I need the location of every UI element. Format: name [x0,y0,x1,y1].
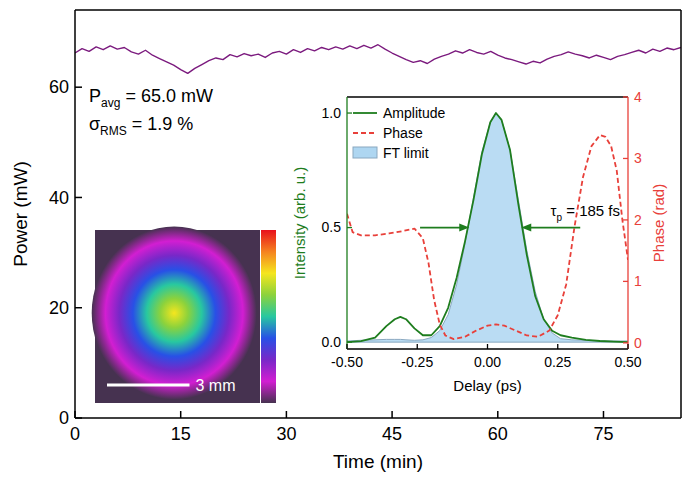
legend-line [353,112,377,114]
y-axis [346,97,347,349]
y2-tick [623,342,628,343]
annotation-text: = 1.9 % [127,114,194,134]
y-tick-label: 0.0 [322,334,342,350]
legend-label: Amplitude [383,105,445,121]
fwhm-arrow [529,227,580,229]
x-tick [487,344,488,349]
annotation-symbol: σ [89,114,100,134]
y-axis-title: Power (mW) [10,161,31,267]
legend-line [353,132,377,134]
x-tick [346,344,347,349]
annotation: τp = 185 fs [551,202,620,223]
annotation-text: = 65.0 mW [120,86,213,106]
y-tick-label: 0.5 [322,219,342,235]
y2-tick [623,281,628,282]
series-group [347,113,628,342]
line [347,113,628,342]
x-tick [180,411,182,418]
y2-axis [627,97,628,349]
y2-tick-label: 0 [634,335,642,351]
y-tick-label: 20 [49,298,69,318]
color-bar [261,230,276,403]
y-tick [75,86,82,88]
y-tick [347,112,352,113]
y-tick [347,227,352,228]
scale-bar-label: 3 mm [196,377,236,394]
x-tick-label: 45 [382,424,402,444]
y-axis-title: Intensity (arb. u.) [291,167,308,280]
fwhm-arrow [420,227,461,229]
annotation-text: = 185 fs [562,202,620,219]
x-tick-label: 15 [171,424,191,444]
x-tick-label: 0.00 [474,354,501,370]
frame-top [75,9,681,11]
x-tick [286,411,288,418]
x-tick [627,344,628,349]
figure: 015304560750204060Time (min)Power (mW)Pa… [0,0,700,489]
fwhm-arrowhead [459,224,469,232]
y-tick-label: 40 [49,188,69,208]
x-tick-label: 0.25 [544,354,571,370]
legend-swatch [353,147,377,158]
fwhm-arrowhead [521,224,531,232]
chart-1: -0.50 -0.25 0.00 0.25 0.50 0.0 0.5 1.0 0 1 2 3 4 Dela… [291,89,667,394]
x-tick [557,344,558,349]
annotation-symbol: P [89,86,101,106]
annotation: Pavg = 65.0 mW [89,86,213,110]
beam-profile: 3 mm [92,227,276,403]
y2-axis-title: Phase (rad) [650,184,667,262]
chart-0: 015304560750204060Time (min)Power (mW)Pa… [10,10,681,472]
y2-tick-label: 4 [634,89,642,105]
line [347,135,628,339]
legend-label: Phase [383,125,423,141]
x-tick-label: 0.50 [614,354,641,370]
x-tick [603,411,605,418]
y-tick-label: 1.0 [322,105,342,121]
annotation-subscript: avg [101,96,120,110]
y-tick [75,307,82,309]
y2-tick [623,96,628,97]
x-axis [75,417,681,419]
x-tick-label: -0.25 [401,354,433,370]
y2-tick [623,219,628,220]
frame-right [680,10,682,418]
x-tick-label: -0.50 [331,354,363,370]
x-tick [391,411,393,418]
y2-tick [623,158,628,159]
y-tick [347,341,352,342]
legend-label: FT limit [383,145,429,161]
x-axis-title: Time (min) [333,451,423,472]
y-tick-label: 60 [49,77,69,97]
frame-top [347,96,628,97]
beam-spot [92,227,257,400]
y-axis [74,10,76,418]
y2-tick-label: 3 [634,150,642,166]
area [347,113,628,342]
y2-tick-label: 1 [634,273,642,289]
y2-tick-label: 2 [634,212,642,228]
x-axis-title: Delay (ps) [453,377,521,394]
x-tick [74,411,76,418]
series-group [75,45,681,74]
x-tick-label: 30 [276,424,296,444]
x-tick-label: 60 [488,424,508,444]
plot-background [347,97,628,349]
x-tick [417,344,418,349]
y-tick-label: 0 [59,408,69,428]
annotation: σRMS = 1.9 % [89,114,193,138]
y-tick [75,197,82,199]
y-tick [75,417,82,419]
x-tick-label: 0 [70,424,80,444]
x-tick-label: 75 [593,424,613,444]
line [75,45,681,74]
annotation-subscript: RMS [100,124,127,138]
x-tick [497,411,499,418]
scale-bar [107,384,190,387]
